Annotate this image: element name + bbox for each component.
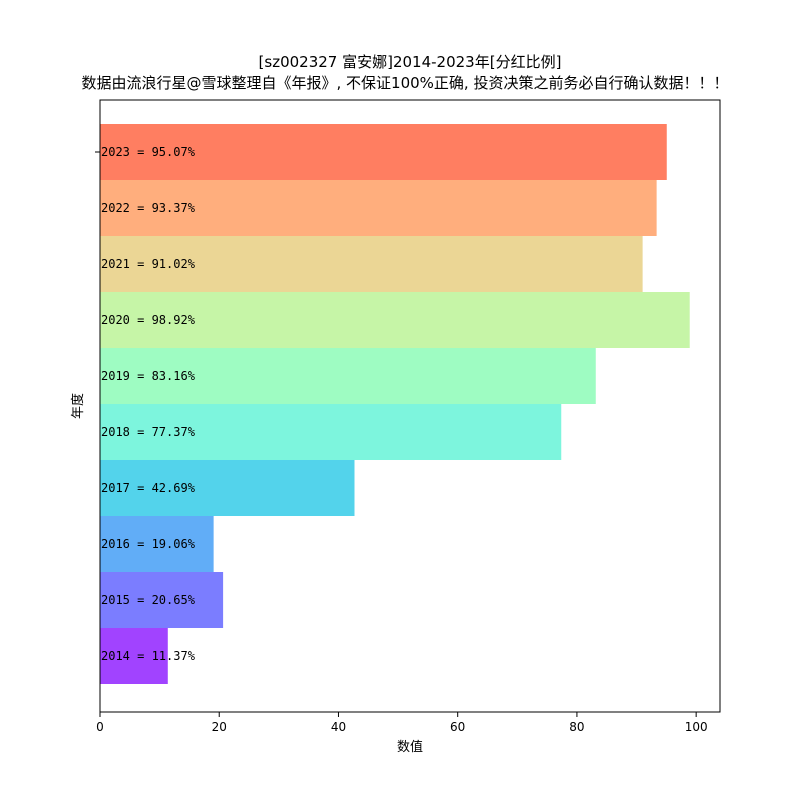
bar-label-2014: 2014 = 11.37% bbox=[101, 649, 196, 663]
bar-label-2021: 2021 = 91.02% bbox=[101, 257, 196, 271]
bar-label-2018: 2018 = 77.37% bbox=[101, 425, 196, 439]
x-tick-label-80: 80 bbox=[569, 720, 584, 734]
bar-2017 bbox=[100, 460, 355, 516]
x-axis-label: 数值 bbox=[397, 739, 423, 755]
bar-label-2020: 2020 = 98.92% bbox=[101, 313, 196, 327]
bar-label-2023: 2023 = 95.07% bbox=[101, 145, 196, 159]
bar-label-2019: 2019 = 83.16% bbox=[101, 369, 196, 383]
bar-2018 bbox=[100, 404, 562, 460]
bar-label-2017: 2017 = 42.69% bbox=[101, 481, 196, 495]
bar-2014 bbox=[100, 628, 168, 684]
chart-subtitle: 数据由流浪行星@雪球整理自《年报》, 不保证100%正确, 投资决策之前务必自行… bbox=[82, 74, 729, 92]
bar-2020 bbox=[100, 292, 690, 348]
bar-label-2016: 2016 = 19.06% bbox=[101, 537, 196, 551]
x-tick-label-0: 0 bbox=[96, 720, 104, 734]
bar-label-2015: 2015 = 20.65% bbox=[101, 593, 196, 607]
x-tick-label-40: 40 bbox=[331, 720, 346, 734]
bars-group bbox=[95, 124, 690, 684]
x-tick-label-20: 20 bbox=[212, 720, 227, 734]
chart-title: [sz002327 富安娜]2014-2023年[分红比例] bbox=[259, 53, 562, 71]
bar-2015 bbox=[100, 572, 224, 628]
bar-label-2022: 2022 = 93.37% bbox=[101, 201, 196, 215]
bar-2022 bbox=[100, 180, 657, 236]
y-axis-label: 年度 bbox=[70, 393, 86, 419]
bar-2021 bbox=[100, 236, 643, 292]
bar-labels-group: 2023 = 95.07% 2022 = 93.37% 2021 = 91.02% 2… bbox=[101, 145, 196, 663]
bar-2023 bbox=[100, 124, 667, 180]
bar-2019 bbox=[100, 348, 596, 404]
x-tick-label-100: 100 bbox=[685, 720, 708, 734]
x-tick-label-60: 60 bbox=[450, 720, 465, 734]
plot-frame bbox=[99, 99, 721, 713]
bar-2016 bbox=[100, 516, 214, 572]
x-axis-ticks: 0 20 40 60 80 100 bbox=[96, 712, 708, 734]
